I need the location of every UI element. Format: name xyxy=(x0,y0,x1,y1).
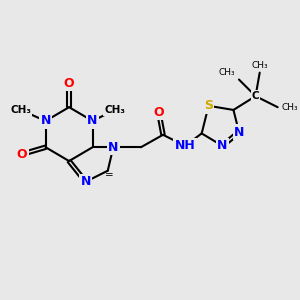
Text: C: C xyxy=(252,91,260,101)
Text: N: N xyxy=(234,125,244,139)
Text: S: S xyxy=(204,99,213,112)
Text: CH₃: CH₃ xyxy=(282,103,298,112)
Text: NH: NH xyxy=(175,140,196,152)
Text: O: O xyxy=(64,77,74,90)
Text: N: N xyxy=(217,140,228,152)
Text: N: N xyxy=(87,115,98,128)
Text: N: N xyxy=(108,141,119,154)
Text: CH₃: CH₃ xyxy=(251,61,268,70)
Text: CH₃: CH₃ xyxy=(10,105,31,115)
Text: N: N xyxy=(40,115,51,128)
Text: =: = xyxy=(105,170,113,180)
Text: O: O xyxy=(17,148,27,160)
Text: CH₃: CH₃ xyxy=(104,105,125,115)
Text: N: N xyxy=(80,175,91,188)
Text: O: O xyxy=(154,106,164,119)
Text: CH₃: CH₃ xyxy=(218,68,235,77)
